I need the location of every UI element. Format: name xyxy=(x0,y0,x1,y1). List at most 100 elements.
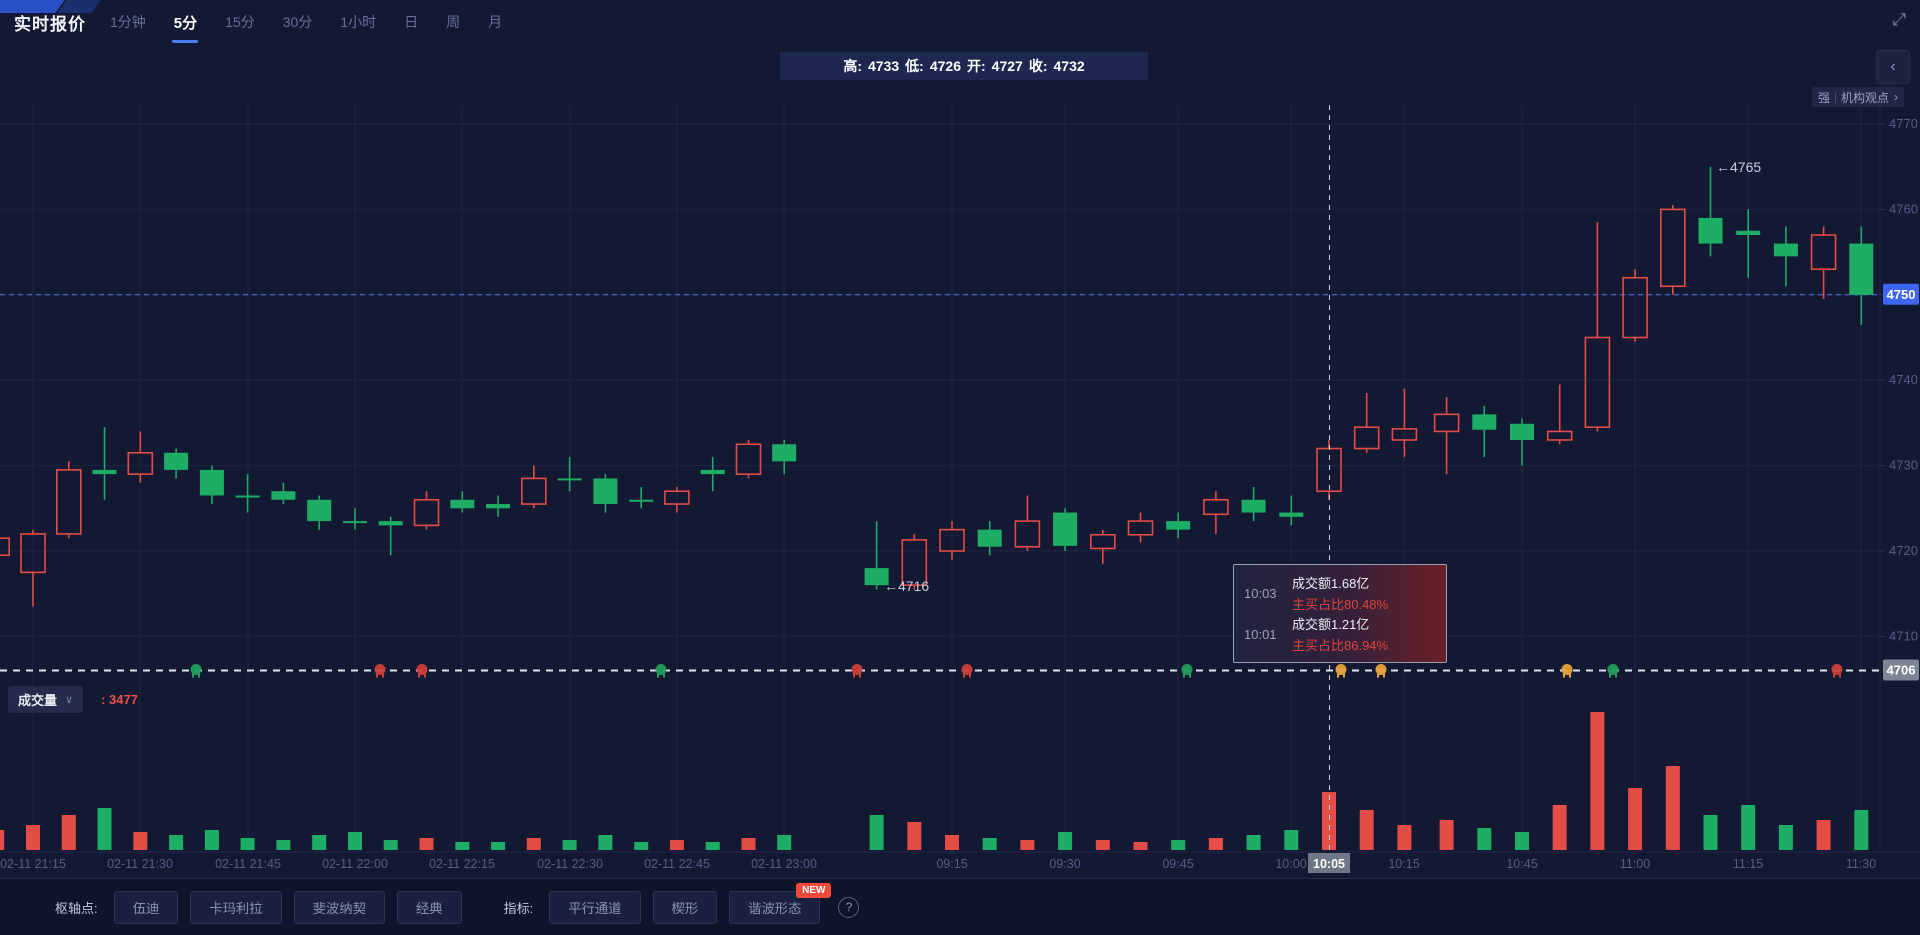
volume-bar-21:55[interactable] xyxy=(312,835,327,850)
candlestick-21:10[interactable] xyxy=(0,530,10,603)
volume-bar-09:20[interactable] xyxy=(982,838,997,850)
volume-bar-09:55[interactable] xyxy=(1246,835,1261,850)
volume-bar-10:05[interactable] xyxy=(1322,792,1336,850)
volume-bar-11:10[interactable] xyxy=(1703,815,1718,850)
candlestick-10:55[interactable] xyxy=(1584,222,1611,432)
volume-bar-22:00[interactable] xyxy=(348,832,362,850)
volume-bar-09:05[interactable] xyxy=(869,815,884,850)
collapse-panel-button[interactable]: ‹ xyxy=(1876,50,1910,84)
candlestick-21:15[interactable] xyxy=(20,529,46,607)
candlestick-21:25[interactable] xyxy=(92,427,117,500)
volume-bar-10:10[interactable] xyxy=(1359,810,1374,850)
candlestick-22:40[interactable] xyxy=(629,486,654,509)
volume-bar-10:45[interactable] xyxy=(1515,832,1529,850)
candlestick-11:00[interactable] xyxy=(1622,269,1648,342)
candlestick-10:35[interactable] xyxy=(1433,397,1460,475)
marker-bear-icon[interactable] xyxy=(416,664,428,678)
candlestick-09:35[interactable] xyxy=(1090,529,1116,564)
volume-bar-22:40[interactable] xyxy=(634,842,649,850)
volume-bar-21:50[interactable] xyxy=(276,840,291,850)
volume-bar-21:35[interactable] xyxy=(169,835,184,850)
volume-bar-23:00[interactable] xyxy=(777,835,792,850)
marker-bear-icon[interactable] xyxy=(961,664,973,678)
candlestick-22:45[interactable] xyxy=(664,486,690,513)
fullscreen-icon[interactable]: ⤢ xyxy=(1892,10,1906,29)
candlestick-23:00[interactable] xyxy=(772,439,797,475)
volume-bar-22:50[interactable] xyxy=(705,842,720,850)
tab-week[interactable]: 周 xyxy=(446,14,461,30)
volume-bar-10:55[interactable] xyxy=(1590,712,1605,850)
volume-bar-22:15[interactable] xyxy=(455,842,470,850)
marker-bear-icon[interactable] xyxy=(374,664,386,678)
volume-bar-22:30[interactable] xyxy=(562,840,577,850)
candlestick-09:10[interactable] xyxy=(901,533,928,590)
candlestick-09:05[interactable] xyxy=(864,521,889,590)
volume-bar-09:50[interactable] xyxy=(1208,838,1223,850)
volume-bar-22:20[interactable] xyxy=(491,842,506,850)
candlestick-22:55[interactable] xyxy=(735,439,762,479)
candlestick-22:15[interactable] xyxy=(450,491,475,513)
candlestick-11:15[interactable] xyxy=(1736,209,1761,278)
tab-15min[interactable]: 15分 xyxy=(225,14,255,30)
indicator-harmonic-button[interactable]: 谐波形态 NEW xyxy=(729,882,832,924)
marker-bull-icon[interactable] xyxy=(1181,664,1193,678)
candlestick-chart[interactable]: ←4765 ←4716 4770 4760 4750 4740 4730 4720 4710 47… xyxy=(0,0,1920,876)
volume-bar-10:35[interactable] xyxy=(1439,820,1454,850)
candlestick-21:45[interactable] xyxy=(235,474,260,513)
marker-bull-icon[interactable] xyxy=(1607,664,1619,678)
candlestick-22:30[interactable] xyxy=(557,457,582,492)
pivot-camarilla-button[interactable]: 卡玛利拉 xyxy=(190,890,282,924)
candlestick-11:10[interactable] xyxy=(1698,166,1723,257)
volume-bar-22:45[interactable] xyxy=(669,840,684,850)
candlestick-09:30[interactable] xyxy=(1053,508,1078,551)
volume-bar-10:40[interactable] xyxy=(1477,828,1492,850)
volume-indicator-selector[interactable]: 成交量 ∨ xyxy=(8,686,84,713)
volume-bar-22:10[interactable] xyxy=(419,838,434,850)
volume-bar-09:25[interactable] xyxy=(1020,840,1035,850)
volume-bar-11:05[interactable] xyxy=(1665,766,1680,850)
volume-bar-22:35[interactable] xyxy=(598,835,613,850)
tab-month[interactable]: 月 xyxy=(488,14,503,30)
candlestick-11:05[interactable] xyxy=(1660,205,1686,295)
marker-bear-icon[interactable] xyxy=(851,664,863,678)
volume-bar-21:20[interactable] xyxy=(61,815,76,850)
pivot-fibonacci-button[interactable]: 斐波纳契 xyxy=(293,890,385,924)
tab-1min[interactable]: 1分钟 xyxy=(110,14,146,30)
volume-bar-10:00[interactable] xyxy=(1284,830,1299,850)
volume-bar-11:15[interactable] xyxy=(1741,805,1756,850)
institution-view-badge[interactable]: 强 机构观点 › xyxy=(1812,87,1905,107)
candlestick-21:30[interactable] xyxy=(127,431,154,483)
tab-day[interactable]: 日 xyxy=(404,14,419,30)
candlestick-10:10[interactable] xyxy=(1353,393,1380,453)
candlestick-10:00[interactable] xyxy=(1279,495,1304,526)
tab-5min[interactable]: 5分 xyxy=(174,12,197,41)
volume-bar-21:10[interactable] xyxy=(0,830,5,850)
tab-30min[interactable]: 30分 xyxy=(282,14,313,30)
candlestick-21:40[interactable] xyxy=(199,465,224,505)
volume-bar-22:25[interactable] xyxy=(526,838,541,850)
candlestick-21:20[interactable] xyxy=(55,461,82,539)
pivot-classic-button[interactable]: 经典 xyxy=(396,890,462,924)
volume-bar-10:50[interactable] xyxy=(1552,805,1567,850)
volume-bar-21:25[interactable] xyxy=(97,808,112,850)
volume-bar-09:35[interactable] xyxy=(1095,840,1110,850)
volume-bar-09:10[interactable] xyxy=(907,822,922,850)
candlestick-22:50[interactable] xyxy=(700,457,725,492)
volume-bar-22:55[interactable] xyxy=(741,838,756,850)
marker-coin-icon[interactable] xyxy=(1561,664,1573,678)
candlestick-21:55[interactable] xyxy=(307,495,332,530)
candlestick-22:20[interactable] xyxy=(486,495,511,517)
candlestick-09:20[interactable] xyxy=(977,521,1002,556)
candlestick-11:25[interactable] xyxy=(1810,226,1837,300)
marker-bear-icon[interactable] xyxy=(1831,664,1843,678)
volume-bar-09:30[interactable] xyxy=(1058,832,1073,850)
candlestick-22:10[interactable] xyxy=(413,491,440,530)
candlestick-22:05[interactable] xyxy=(378,516,403,556)
marker-bull-icon[interactable] xyxy=(655,664,667,678)
candlestick-10:15[interactable] xyxy=(1391,388,1418,458)
candlestick-22:25[interactable] xyxy=(520,465,547,509)
candlestick-21:35[interactable] xyxy=(164,448,189,479)
candlestick-09:55[interactable] xyxy=(1241,486,1266,522)
volume-bar-21:40[interactable] xyxy=(204,830,219,850)
volume-bar-22:05[interactable] xyxy=(383,840,398,850)
